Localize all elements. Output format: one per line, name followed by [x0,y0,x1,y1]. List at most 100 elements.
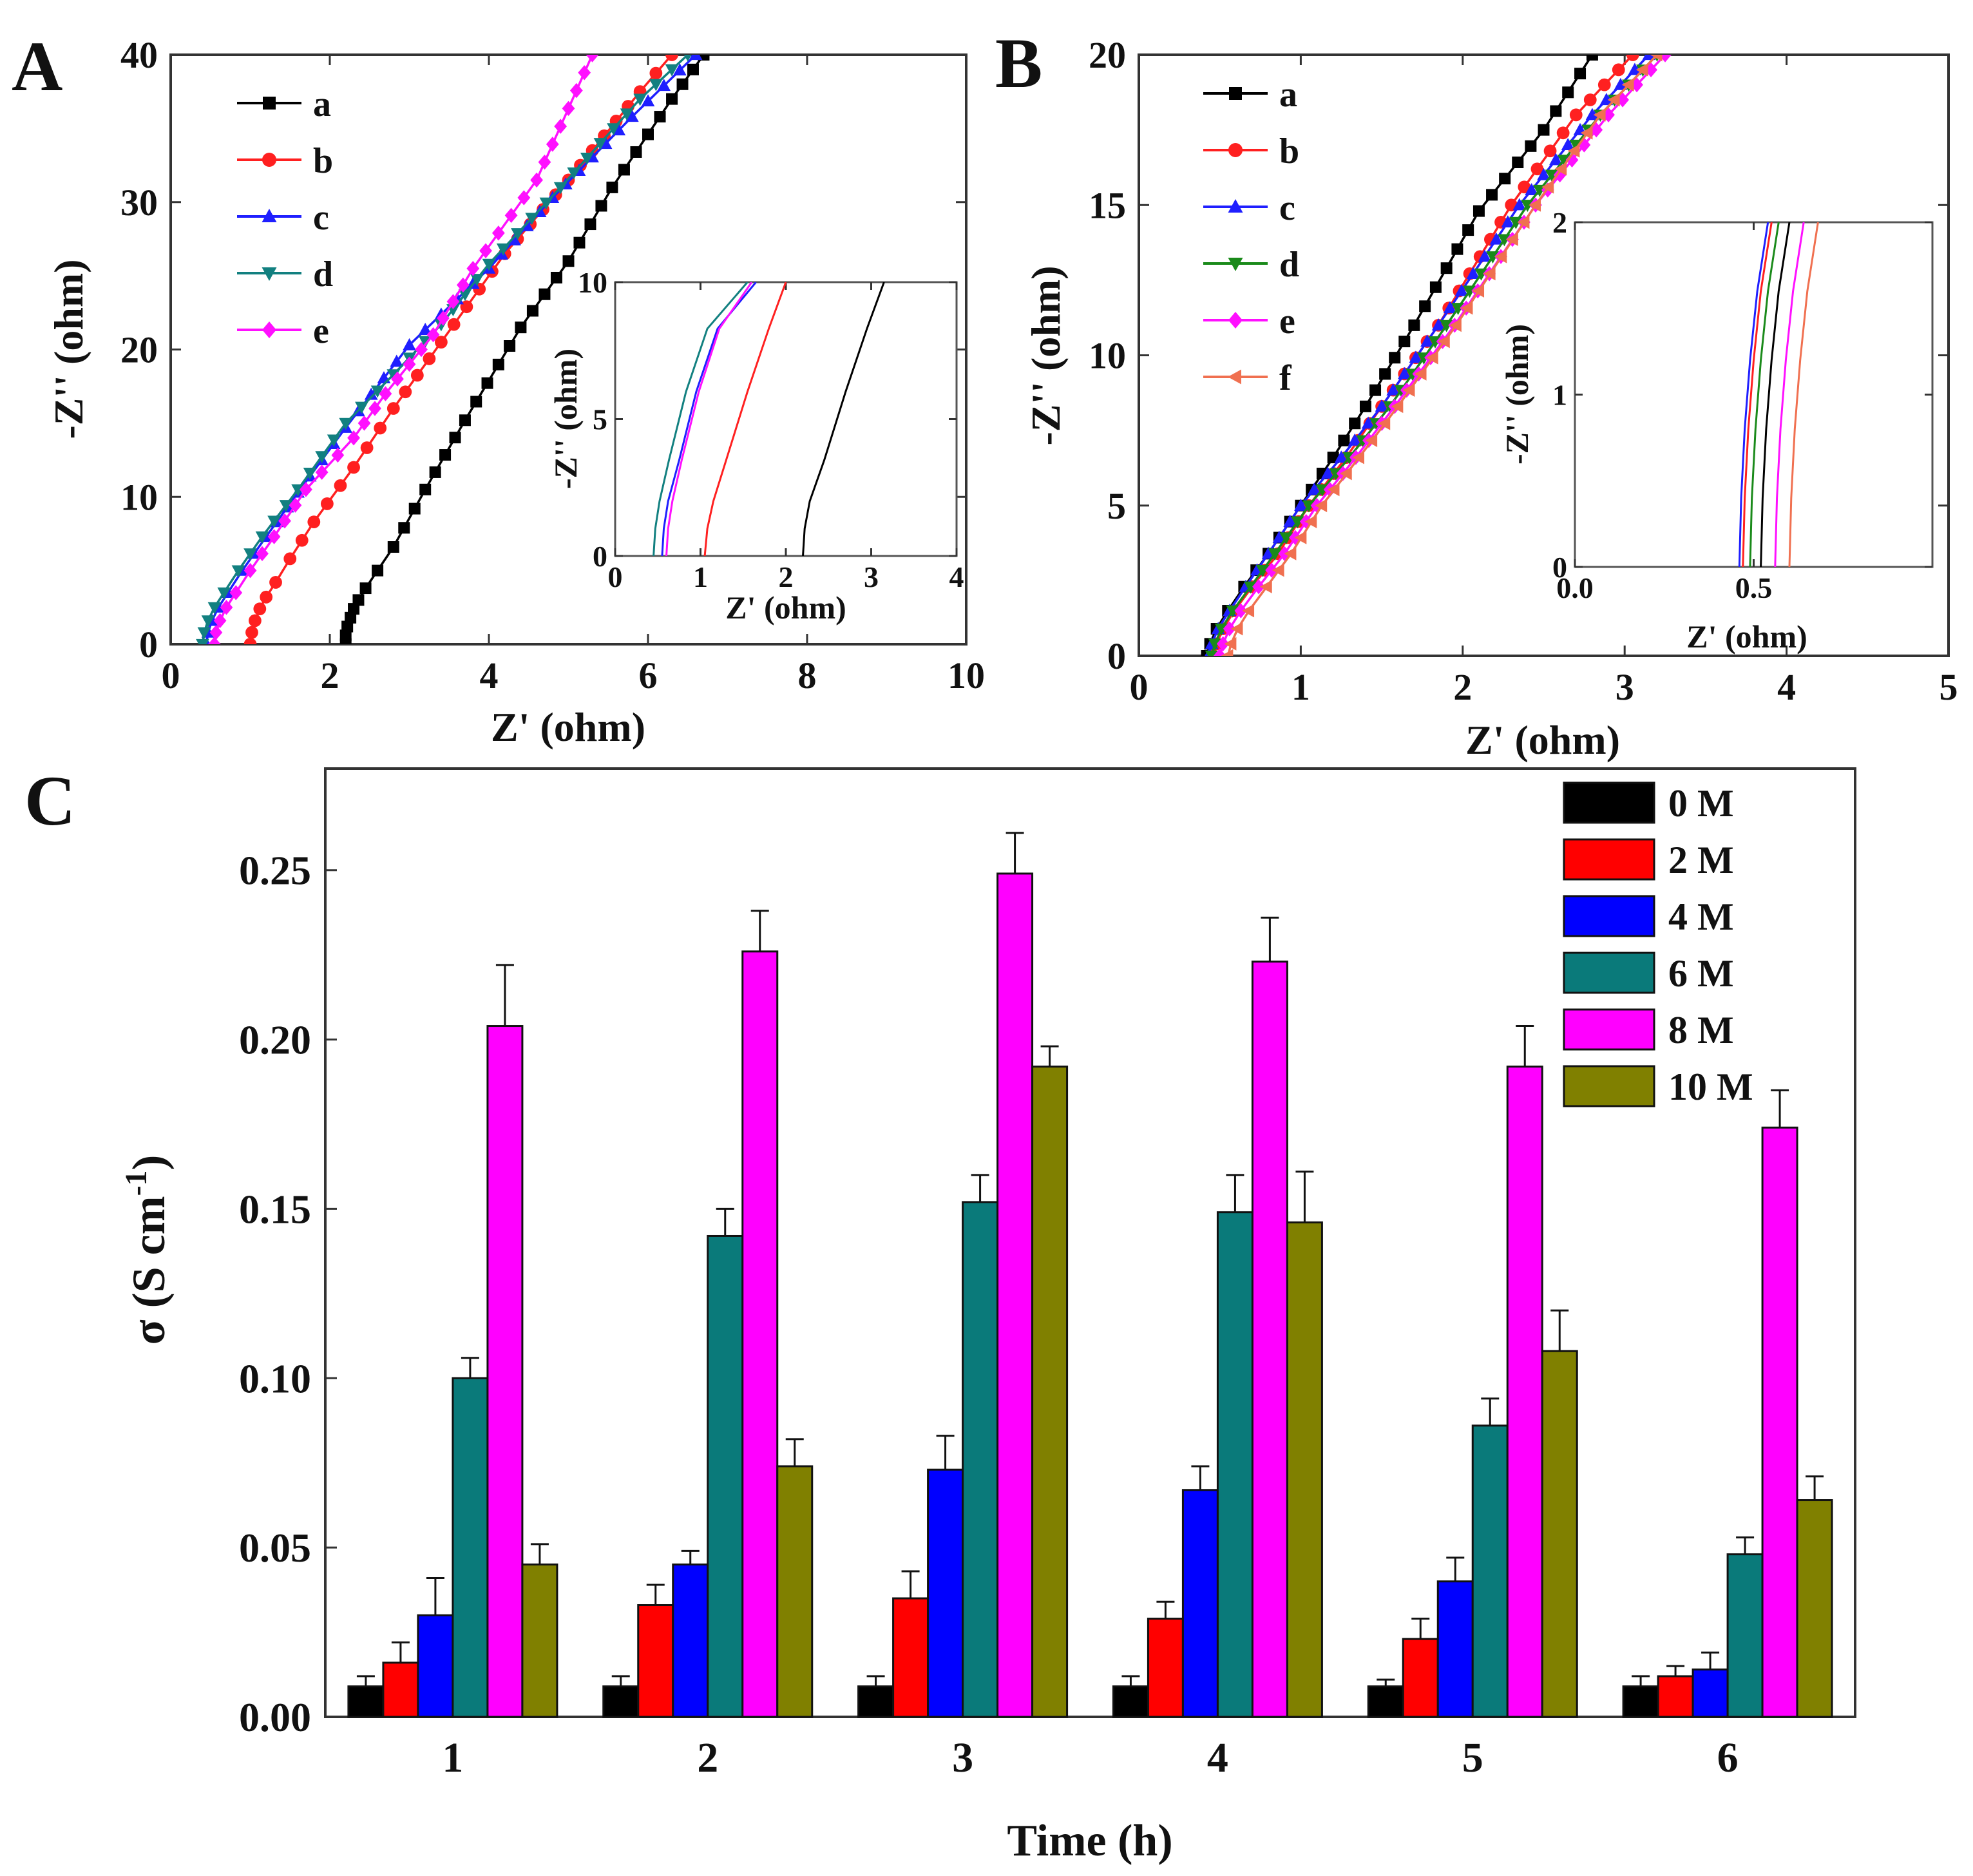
panel-c-bar-0M [347,1685,385,1718]
panel-c-bar-10M [1031,1066,1069,1718]
panel-a-inset-xtick-label: 2 [779,560,794,593]
panel-c-ylabel-main: σ (S cm [123,1196,175,1345]
panel-a-point-e [504,207,518,224]
panel-a-inset-ytick-label: 5 [593,403,607,436]
panel-b-point-b [1556,126,1570,140]
panel-a-point-e [256,546,269,562]
panel-b-point-b [1612,63,1625,77]
panel-a-point-a [345,611,357,624]
panel-a-point-c [641,94,655,107]
panel-b-point-f [1554,162,1567,176]
panel-b-point-f [1284,547,1297,560]
panel-a-ytick-label: 40 [120,34,158,76]
panel-a-inset-ylabel: -Z'' (ohm) [548,349,584,489]
panel-b-point-a [1389,352,1401,364]
panel-b-point-f [1425,350,1438,365]
panel-a-point-b [249,614,262,627]
panel-b-point-d [1279,532,1293,545]
panel-b-point-c [1614,77,1628,90]
panel-b-point-c [1375,399,1389,412]
panel-b-point-a [1499,173,1511,185]
panel-b-point-a [1440,262,1453,274]
panel-a-point-e [208,636,221,644]
panel-a-point-b [447,318,461,331]
panel-b-point-f [1242,604,1255,618]
panel-a-point-a [504,340,516,352]
panel-b-point-c [1489,232,1503,245]
panel-a-inset-xtick-label: 1 [693,560,708,593]
panel-b-ytick-label: 5 [1107,485,1126,527]
panel-b-point-f [1529,198,1541,212]
panel-c-bar-4M [417,1614,454,1718]
panel-a-point-e [229,585,243,600]
panel-a-legend-label-b: b [313,141,333,181]
panel-b-legend-marker-d [1228,258,1243,271]
panel-a-ytick-label: 0 [139,624,158,665]
panel-a-point-e [278,513,291,529]
panel-a-point-b [374,421,387,435]
panel-a-point-b [307,515,321,529]
panel-a-point-a [359,582,372,595]
panel-c-bar-10M [1796,1499,1833,1718]
panel-c-ytick-label: 0.15 [239,1186,311,1232]
panel-b-point-c [1283,514,1297,527]
panel-b-point-f [1402,383,1415,397]
panel-a-point-a [408,503,421,515]
panel-b-inset-series-line-f [1788,222,1819,567]
panel-b-ytick-label: 10 [1089,335,1126,377]
panel-b-point-c [1443,301,1457,314]
panel-a-point-d [355,401,368,414]
panel-b-point-d [1474,268,1488,281]
panel-a-point-b [283,552,297,566]
panel-b-point-c [1561,138,1575,151]
panel-b-point-c [1261,546,1275,559]
panel-b-point-c [1549,153,1563,166]
panel-a-legend-marker-a [263,97,276,110]
panel-a-point-e [300,482,312,497]
panel-a-point-c [657,79,671,91]
panel-c-ytick-label: 0.20 [239,1017,311,1063]
panel-b-point-e [1252,579,1265,595]
panel-a-ylabel: -Z'' (ohm) [46,259,91,439]
panel-b-inset-series-line-d [1749,222,1780,567]
panel-a-point-d [201,615,215,628]
panel-a-point-e [456,277,470,293]
panel-c-bar-0M [602,1685,640,1718]
panel-a-inset-ticks: 0 1 2 3 4 0 5 10 [578,266,964,593]
panel-a-point-c [673,63,687,76]
panel-a-xtick-label: 4 [480,655,499,696]
panel-a-point-b [399,385,412,399]
panel-b-point-d [1545,169,1559,182]
panel-a-point-d [458,289,472,302]
panel-c-bar-4M [1692,1668,1729,1718]
panel-a-point-d [593,138,607,151]
panel-c-bar-10M [1541,1350,1578,1718]
panel-a-point-b [260,590,273,604]
panel-b-point-f [1505,233,1518,246]
panel-b-legend-marker-a [1229,87,1242,100]
panel-b-inset-xtick-label: 0.5 [1735,571,1773,604]
panel-a-point-b [243,638,257,644]
panel-a-point-e [586,55,599,62]
panel-b-point-b [1597,78,1611,91]
panel-c-bar-8M [1251,961,1288,1718]
panel-b-legend-label-c: c [1279,188,1295,228]
panel-a-point-e [213,613,227,629]
panel-b-point-e [1216,636,1230,652]
panel-b-point-f [1494,249,1507,263]
panel-b-inset-series [1738,222,1819,567]
panel-c-xtick-label: 5 [1462,1734,1483,1781]
panel-b-point-c [1348,433,1362,446]
panel-a-inset-series-line-e [665,282,753,556]
panel-b-point-a [1419,300,1431,312]
panel-b-point-a [1550,105,1562,117]
panel-c-legend-label-4M: 4 M [1668,895,1734,938]
panel-c-ylabel-sup: -1 [119,1170,153,1196]
panel-a-point-b [347,461,360,474]
panel-a-inset-series-line-a [802,282,885,556]
panel-b-point-f [1391,399,1404,414]
panel-c-bar-8M [1761,1126,1798,1718]
panel-b-point-b [1518,180,1531,194]
panel-a-point-d [470,274,484,287]
